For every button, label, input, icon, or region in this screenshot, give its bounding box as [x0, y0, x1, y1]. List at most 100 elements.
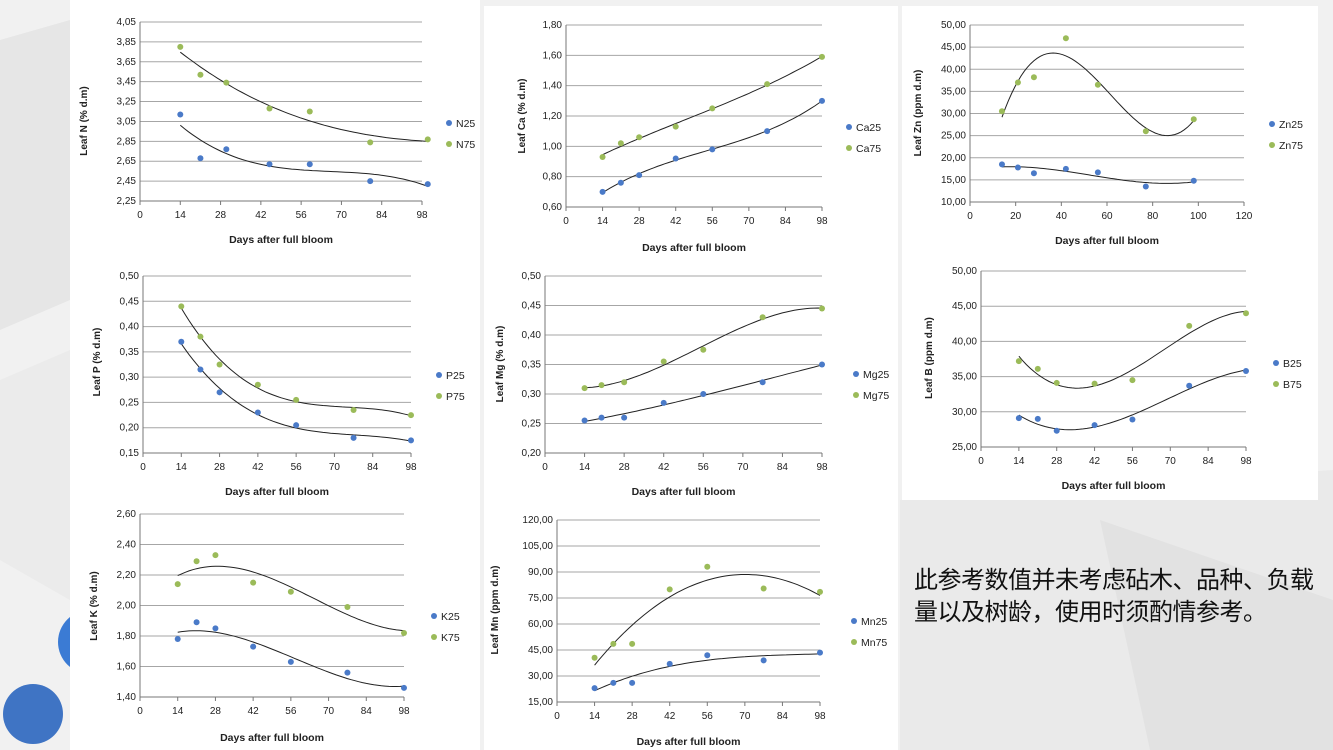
point-Mn25	[666, 660, 673, 667]
x-tick-label: 70	[323, 706, 335, 717]
point-P25	[408, 437, 414, 444]
legend-marker-B75	[1273, 381, 1279, 387]
point-Zn25	[1094, 169, 1101, 176]
panel-middle	[484, 6, 898, 750]
point-Zn25	[1014, 164, 1021, 171]
legend-marker-B25	[1273, 360, 1279, 366]
x-tick-label: 28	[210, 706, 222, 717]
y-tick-label: 2,20	[117, 570, 137, 581]
legend-marker-Ca25	[846, 124, 852, 130]
point-K75	[344, 604, 351, 611]
x-tick-label: 56	[702, 711, 714, 722]
point-K25	[193, 619, 200, 626]
x-tick-label: 98	[405, 462, 417, 473]
point-K25	[212, 625, 219, 632]
point-Zn75	[1094, 81, 1101, 88]
legend-marker-Mg75	[853, 392, 859, 398]
reference-note: 此参考数值并未考虑砧木、品种、负载量以及树龄，使用时须酌情参考。	[914, 566, 1314, 626]
trendline-Zn75	[1001, 52, 1195, 137]
y-axis-label: Leaf K (% d.m)	[89, 571, 100, 640]
point-P75	[293, 396, 300, 403]
x-tick-label: 56	[707, 216, 719, 227]
legend-marker-K25	[431, 613, 437, 619]
point-N75	[223, 79, 230, 86]
y-tick-label: 1,00	[543, 141, 563, 152]
x-tick-label: 70	[743, 216, 755, 227]
legend-label-Mg75: Mg75	[863, 390, 889, 402]
point-K25	[174, 636, 181, 643]
y-tick-label: 0,20	[522, 448, 542, 459]
y-tick-label: 0,45	[120, 296, 140, 307]
point-Mn75	[591, 654, 598, 661]
y-tick-label: 2,60	[117, 509, 137, 520]
y-tick-label: 4,05	[117, 17, 137, 28]
x-tick-label: 0	[140, 462, 146, 473]
y-tick-label: 0,25	[522, 419, 542, 430]
point-Zn75	[1062, 35, 1069, 42]
x-tick-label: 56	[698, 462, 710, 473]
point-K75	[287, 588, 294, 595]
point-Mn75	[760, 585, 767, 592]
point-P25	[178, 338, 185, 345]
point-N25	[223, 146, 230, 153]
y-tick-label: 0,50	[522, 271, 542, 282]
point-Zn25	[998, 161, 1005, 168]
point-Mg25	[660, 399, 667, 406]
legend-marker-Zn25	[1269, 121, 1275, 127]
point-K25	[287, 658, 294, 665]
y-tick-label: 3,05	[117, 116, 137, 127]
y-tick-label: 0,40	[522, 330, 542, 341]
y-axis-label: Leaf N (% d.m)	[79, 86, 90, 155]
y-tick-label: 3,65	[117, 57, 137, 68]
x-axis-label: Days after full bloom	[225, 486, 329, 498]
point-P75	[216, 361, 223, 368]
point-P75	[408, 412, 414, 419]
point-P25	[254, 409, 261, 416]
x-tick-label: 0	[967, 211, 973, 222]
point-K75	[174, 581, 181, 588]
legend-label-N75: N75	[456, 139, 475, 151]
x-tick-label: 120	[1236, 211, 1253, 222]
x-tick-label: 56	[296, 210, 308, 221]
point-N75	[177, 43, 184, 50]
point-N25	[177, 111, 184, 118]
point-N75	[266, 105, 273, 112]
x-tick-label: 84	[780, 216, 792, 227]
point-Ca25	[819, 97, 825, 104]
point-Mg25	[819, 361, 825, 368]
point-B25	[1243, 367, 1249, 374]
y-tick-label: 2,40	[117, 540, 137, 551]
point-B75	[1129, 377, 1136, 384]
panel-left	[70, 0, 480, 750]
point-K25	[401, 684, 407, 691]
point-Mn75	[629, 640, 636, 647]
point-N75	[306, 108, 313, 115]
point-Zn25	[1030, 170, 1037, 177]
point-N75	[367, 139, 374, 146]
point-K75	[401, 629, 407, 636]
point-N75	[197, 71, 204, 78]
point-Zn25	[1190, 177, 1197, 184]
legend-label-Zn75: Zn75	[1279, 140, 1303, 152]
legend-marker-Mn75	[851, 639, 857, 645]
y-tick-label: 90,00	[528, 567, 553, 578]
x-tick-label: 28	[214, 462, 226, 473]
y-tick-label: 0,40	[120, 322, 140, 333]
y-axis-label: Leaf Mn (ppm d.m)	[490, 566, 501, 655]
x-tick-label: 56	[285, 706, 297, 717]
y-tick-label: 15,00	[941, 175, 966, 186]
y-tick-label: 0,50	[120, 271, 140, 282]
point-K25	[344, 669, 351, 676]
legend-label-Mn25: Mn25	[861, 616, 887, 628]
y-tick-label: 60,00	[528, 619, 553, 630]
legend-label-P75: P75	[446, 391, 465, 403]
deco-circle-large	[3, 684, 63, 744]
y-tick-label: 1,60	[543, 50, 563, 61]
y-tick-label: 2,85	[117, 136, 137, 147]
legend-marker-P75	[436, 393, 442, 399]
point-Ca75	[672, 123, 679, 130]
